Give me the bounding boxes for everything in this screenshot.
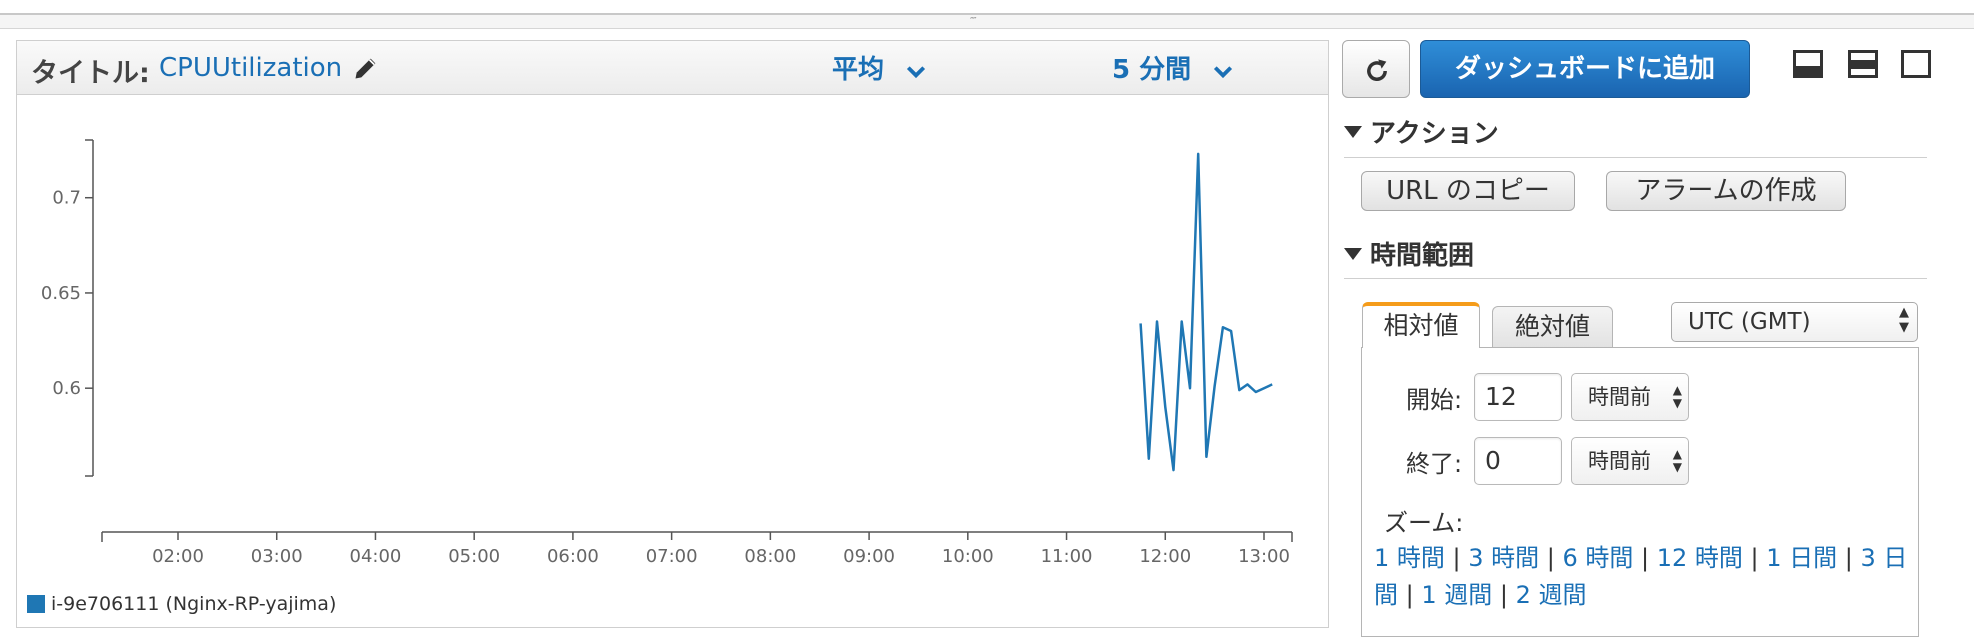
x-tick-label: 08:00 (744, 546, 796, 567)
x-tick-label: 11:00 (1041, 546, 1093, 567)
end-label: 終了: (1406, 450, 1463, 478)
select-arrows-icon: ▲ ▼ (1672, 447, 1682, 474)
layout-bottom-panel-icon[interactable] (1793, 50, 1823, 78)
chart-legend: i-9e706111 (Nginx-RP-yajima) (27, 593, 336, 615)
zoom-separator: | (1444, 544, 1469, 572)
x-tick-label: 02:00 (152, 546, 204, 567)
tab-relative[interactable]: 相対値 (1362, 302, 1480, 348)
x-tick-label: 12:00 (1139, 546, 1191, 567)
layout-full-panel-icon[interactable] (1901, 50, 1931, 78)
legend-label: i-9e706111 (Nginx-RP-yajima) (51, 593, 337, 615)
add-to-dashboard-button[interactable]: ダッシュボードに追加 (1420, 40, 1750, 98)
select-arrows-icon: ▲ ▼ (1672, 383, 1682, 410)
edit-pencil-icon[interactable] (352, 54, 380, 82)
chevron-down-icon (1214, 65, 1233, 78)
start-value-input[interactable]: 12 (1474, 373, 1562, 421)
statistic-value: 平均 (832, 55, 885, 85)
zoom-separator: | (1539, 544, 1563, 572)
start-label: 開始: (1406, 386, 1463, 414)
splitter-grip-icon[interactable]: ⁗ (970, 16, 978, 27)
period-dropdown[interactable]: 5 分間 (1112, 49, 1234, 86)
end-unit-select[interactable]: 時間前 ▲ ▼ (1571, 437, 1689, 485)
actions-header-label: アクション (1370, 119, 1499, 149)
series-line (1139, 152, 1273, 472)
graph-title-value: CPUUtilization (159, 53, 343, 83)
zoom-link[interactable]: 3 日間 (1374, 544, 1908, 609)
collapse-triangle-icon (1344, 248, 1362, 260)
statistic-dropdown[interactable]: 平均 (832, 49, 927, 86)
collapse-triangle-icon (1344, 126, 1362, 138)
start-unit-value: 時間前 (1588, 385, 1651, 409)
time-range-section-header[interactable]: 時間範囲 (1344, 235, 1474, 272)
time-range-header-label: 時間範囲 (1370, 241, 1475, 271)
actions-divider (1344, 157, 1927, 158)
zoom-link[interactable]: 3 時間 (1468, 544, 1540, 572)
chevron-down-icon (907, 65, 926, 78)
y-tick-label: 0.7 (52, 188, 81, 209)
x-tick-label: 07:00 (646, 546, 698, 567)
zoom-separator: | (1398, 581, 1422, 609)
refresh-button[interactable] (1342, 40, 1410, 98)
graph-title-label: タイトル: (31, 58, 150, 89)
zoom-separator: | (1633, 544, 1657, 572)
end-value-input[interactable]: 0 (1474, 437, 1562, 485)
x-tick-label: 03:00 (251, 546, 303, 567)
zoom-separator: | (1492, 581, 1516, 609)
period-value: 5 分間 (1112, 55, 1192, 85)
x-tick-label: 04:00 (350, 546, 402, 567)
timezone-value: UTC (GMT) (1688, 309, 1811, 335)
zoom-link[interactable]: 1 時間 (1374, 544, 1445, 572)
copy-url-button[interactable]: URL のコピー (1361, 171, 1575, 211)
graph-header: タイトル: CPUUtilization 平均 5 分間 (17, 41, 1328, 95)
refresh-icon (1367, 59, 1387, 81)
end-unit-value: 時間前 (1588, 449, 1651, 473)
timezone-select[interactable]: UTC (GMT) ▲ ▼ (1671, 302, 1918, 342)
zoom-separator: | (1837, 544, 1861, 572)
zoom-links: 1 時間 | 3 時間 | 6 時間 | 12 時間 | 1 日間 | 3 日間… (1374, 540, 1919, 614)
y-tick-label: 0.65 (41, 283, 81, 304)
cpu-utilization-chart: 0.6 0.65 0.7 02:00 03:00 04:00 05:00 06:00 07:00… (41, 139, 1293, 567)
zoom-label: ズーム: (1384, 509, 1464, 537)
legend-swatch (27, 595, 45, 613)
zoom-link[interactable]: 1 週間 (1421, 581, 1493, 609)
relative-tab-panel (1361, 347, 1919, 637)
create-alarm-button[interactable]: アラームの作成 (1606, 171, 1846, 211)
tab-absolute[interactable]: 絶対値 (1492, 306, 1613, 348)
y-tick-label: 0.6 (52, 378, 81, 399)
zoom-link[interactable]: 6 時間 (1562, 544, 1634, 572)
select-arrows-icon: ▲ ▼ (1899, 305, 1909, 335)
actions-section-header[interactable]: アクション (1344, 113, 1499, 150)
zoom-separator: | (1742, 544, 1767, 572)
zoom-link[interactable]: 2 週間 (1515, 581, 1587, 609)
splitter-bar[interactable] (0, 13, 1974, 29)
start-unit-select[interactable]: 時間前 ▲ ▼ (1571, 373, 1689, 421)
zoom-link[interactable]: 12 時間 (1656, 544, 1743, 572)
graph-panel: タイトル: CPUUtilization 平均 5 分間 0.6 0.65 0.7 0… (16, 40, 1329, 628)
zoom-link[interactable]: 1 日間 (1766, 544, 1838, 572)
time-range-divider (1344, 278, 1927, 279)
x-tick-label: 10:00 (942, 546, 994, 567)
x-tick-label: 09:00 (843, 546, 895, 567)
layout-split-panel-icon[interactable] (1848, 50, 1878, 78)
x-tick-label: 05:00 (448, 546, 500, 567)
x-tick-label: 13:00 (1238, 546, 1290, 567)
x-tick-label: 06:00 (547, 546, 599, 567)
